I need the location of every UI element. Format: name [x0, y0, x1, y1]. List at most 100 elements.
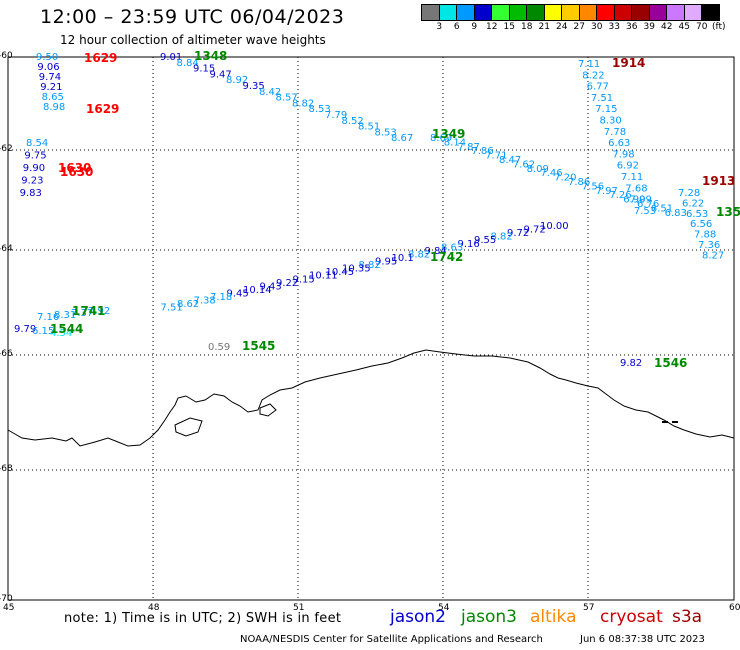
pass-time-label: 1913 [702, 174, 735, 188]
wave-height-value: 7.11 [578, 59, 600, 70]
pass-time-label: 1544 [50, 322, 83, 336]
wave-height-value: 8.53 [309, 104, 331, 115]
wave-height-value: 7.87 [458, 142, 480, 153]
scale-swatch [473, 4, 493, 21]
wave-height-value: 7.36 [698, 240, 720, 251]
scale-swatch [578, 4, 598, 21]
wave-height-value: 10.14 [243, 285, 272, 296]
satellite-jason3: jason3 [461, 607, 517, 627]
wave-height-value: 7.53 [634, 206, 656, 217]
wave-height-value: 10.45 [326, 267, 355, 278]
wave-height-value: 9.22 [276, 278, 298, 289]
wave-height-value: 9.72 [507, 228, 529, 239]
scale-label: 70 [696, 22, 708, 32]
wave-height-value: 6.92 [617, 161, 639, 172]
wave-height-value: 8.51 [358, 122, 380, 133]
wave-height-value: 9.50 [36, 52, 58, 63]
wave-height-value: 10.11 [309, 271, 338, 282]
wave-height-value: 7.38 [194, 296, 216, 307]
wave-height-value: 9.23 [21, 176, 43, 187]
scale-swatch [561, 4, 580, 21]
wave-height-value: 7.11 [621, 172, 643, 183]
pass-time-label: 1349 [432, 127, 465, 141]
wave-height-value: 7.20 [554, 173, 576, 184]
wave-height-value: 7.68 [625, 183, 647, 194]
scale-label: 24 [556, 22, 568, 32]
wave-height-value: 8.67 [391, 133, 413, 144]
scale-label: 33 [608, 22, 620, 32]
pass-time-label: 1630 [58, 161, 91, 175]
generated-timestamp: Jun 6 08:37:38 UTC 2023 [580, 634, 705, 645]
pass-time-label: 1629 [86, 102, 119, 116]
wave-height-value: 9.83 [20, 188, 42, 199]
wave-height-value: 9.79 [14, 324, 36, 335]
wave-height-value: 8.98 [43, 102, 65, 113]
pass-time-label: 1741 [72, 304, 105, 318]
scale-label: 27 [573, 22, 585, 32]
wave-height-value: 9.15 [293, 274, 315, 285]
wave-height-value: 7.88 [694, 230, 716, 241]
wave-height-value: 9.06 [37, 62, 59, 73]
wave-height-value: 8.30 [600, 116, 622, 127]
wave-height-value: 8.42 [259, 87, 281, 98]
scale-swatch [596, 4, 615, 21]
wave-height-value: 8.92 [226, 75, 248, 86]
scale-swatch [491, 4, 510, 21]
wave-height-value: 7.37 [71, 308, 93, 319]
wave-height-value: 10.1 [392, 253, 414, 264]
longitude-label: 48 [148, 603, 160, 613]
wave-height-value: 9.16 [458, 239, 480, 250]
scale-label: 12 [486, 22, 498, 32]
wave-height-value: 8.82 [292, 98, 314, 109]
wave-height-value: 6.77 [587, 82, 609, 93]
wave-height-value: 6.76 [637, 199, 659, 210]
pass-time-label: 1348 [194, 49, 227, 63]
wave-height-value: 8.65 [42, 92, 64, 103]
satellite-altika: altika [530, 607, 577, 627]
longitude-label: 57 [583, 603, 595, 613]
wave-height-value: 8.52 [342, 116, 364, 127]
wave-height-value: 7.86 [471, 146, 493, 157]
wave-height-value: 6.63 [608, 138, 630, 149]
scale-swatch [701, 4, 720, 21]
wave-height-value: 6.51 [651, 203, 673, 214]
scale-swatch [508, 4, 528, 21]
wave-height-value: 7.99 [630, 195, 652, 206]
wave-height-value: 7.71 [485, 151, 507, 162]
scale-label: 42 [661, 22, 673, 32]
wave-height-value: 9.75 [24, 151, 46, 162]
scale-label: 39 [643, 22, 655, 32]
wave-height-value: 6.90 [623, 195, 645, 206]
latitude-label: -60 [0, 51, 13, 61]
scale-swatch [543, 4, 563, 21]
scale-label: 18 [521, 22, 533, 32]
wave-height-value: 10.35 [342, 264, 371, 275]
wave-height-value: 7.97 [596, 186, 618, 197]
wave-height-value: 7.28 [678, 188, 700, 199]
antarctic-coastline [7, 349, 735, 447]
satellite-jason2: jason2 [390, 607, 446, 627]
wave-height-value: 9.82 [620, 358, 642, 369]
scale-swatch [526, 4, 545, 21]
scale-swatch [438, 4, 458, 21]
wave-height-value: 8.27 [702, 250, 724, 261]
wave-height-value: 9.95 [375, 257, 397, 268]
wave-height-value: 6.15 [32, 326, 54, 337]
pass-time-label: 1629 [84, 51, 117, 65]
pass-time-label: 1355 [716, 205, 740, 219]
wave-height-value: 7.98 [612, 149, 634, 160]
pass-time-label: 1914 [612, 56, 645, 70]
wave-height-value: 7.51 [591, 93, 613, 104]
wave-height-value: 9.01 [160, 52, 182, 63]
pass-time-label: 1546 [654, 356, 687, 370]
wave-height-value: 9.55 [474, 235, 496, 246]
scale-swatch [631, 4, 650, 21]
scale-swatch [456, 4, 475, 21]
latitude-label: -70 [0, 594, 13, 604]
map-frame [7, 56, 735, 601]
wave-height-value: 7.51 [161, 303, 183, 314]
wave-height-value: 7.15 [595, 104, 617, 115]
scale-swatch [613, 4, 633, 21]
scale-label: 36 [626, 22, 638, 32]
antarctic-island-small [259, 403, 277, 417]
